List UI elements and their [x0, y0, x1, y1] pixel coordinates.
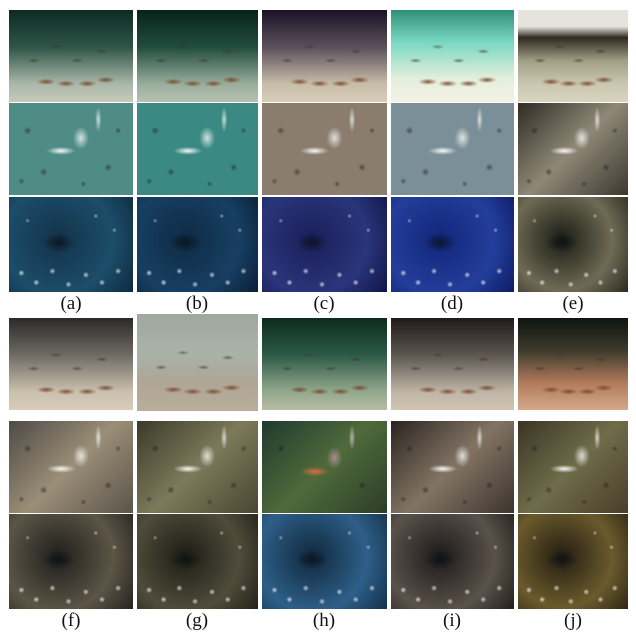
image-a-reef [9, 197, 133, 292]
image-f-seabed [9, 318, 133, 410]
image-i-reef [391, 514, 514, 609]
image-g-seabed [137, 314, 258, 411]
label-h: (h) [312, 610, 336, 631]
label-g: (g) [185, 610, 209, 631]
image-c-seabed [262, 10, 387, 102]
label-d: (d) [440, 293, 464, 314]
image-g-fish [137, 421, 258, 513]
image-b-fish [137, 103, 258, 195]
image-d-fish [391, 103, 514, 195]
image-f-fish [9, 421, 133, 513]
label-c: (c) [313, 293, 335, 314]
image-j-fish [518, 421, 628, 513]
image-a-fish [9, 103, 133, 195]
image-d-reef [391, 197, 514, 292]
image-f-reef [9, 514, 133, 609]
label-b: (b) [185, 293, 209, 314]
image-b-seabed [137, 10, 258, 102]
label-e: (e) [562, 293, 584, 314]
image-h-fish [262, 421, 387, 513]
label-i: (i) [443, 610, 461, 631]
image-h-seabed [262, 318, 387, 410]
label-a: (a) [60, 293, 82, 314]
image-h-reef [262, 514, 387, 609]
image-j-reef [518, 514, 628, 609]
label-f: (f) [61, 610, 81, 631]
image-j-seabed [518, 318, 628, 410]
image-a-seabed [9, 10, 133, 102]
label-j: (j) [564, 610, 582, 631]
image-e-reef [518, 197, 628, 292]
image-b-reef [137, 197, 258, 292]
image-e-seabed [518, 10, 628, 102]
image-d-seabed [391, 10, 514, 102]
image-i-seabed [391, 318, 514, 410]
image-c-fish [262, 103, 387, 195]
image-g-reef [137, 514, 258, 609]
image-i-fish [391, 421, 514, 513]
image-e-fish [518, 103, 628, 195]
image-c-reef [262, 197, 387, 292]
